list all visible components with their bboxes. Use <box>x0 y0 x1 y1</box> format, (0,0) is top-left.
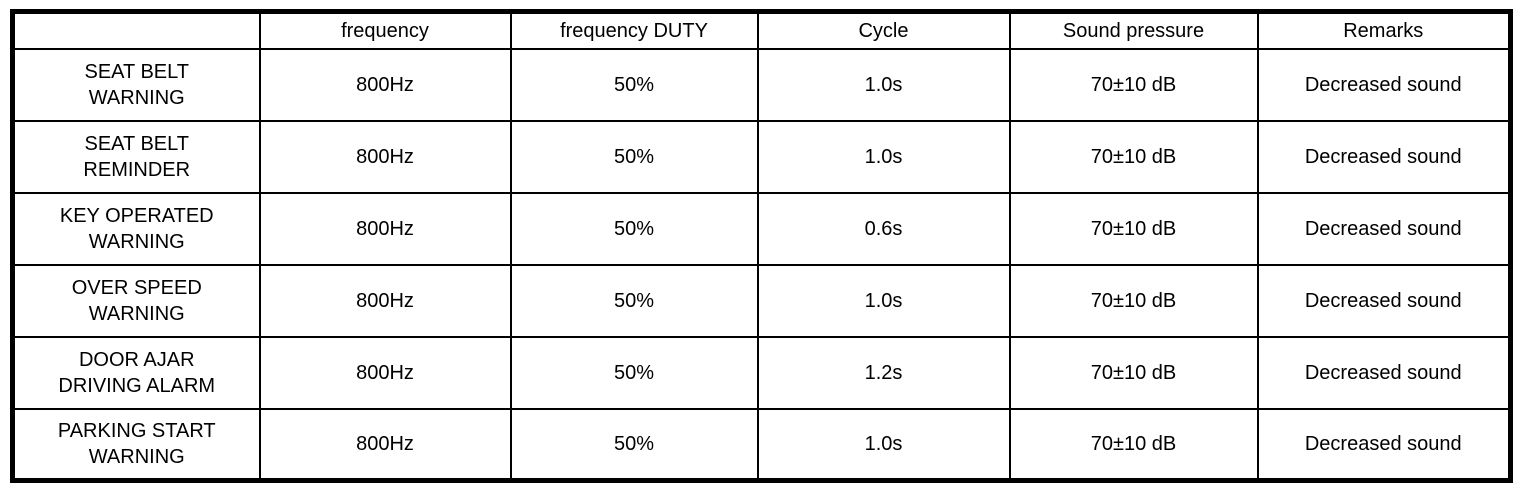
cell-cycle: 1.0s <box>756 119 1011 194</box>
table-row: KEY OPERATED WARNING 800Hz 50% 0.6s 70±1… <box>11 191 1512 266</box>
row-label: SEAT BELT REMINDER <box>11 119 261 194</box>
cell-sound-pressure: 70±10 dB <box>1008 119 1259 194</box>
cell-sound-pressure: 70±10 dB <box>1008 263 1259 338</box>
header-cell-frequency-duty: frequency DUTY <box>509 10 759 50</box>
cell-frequency-duty: 50% <box>509 263 759 338</box>
header-row: frequency frequency DUTY Cycle Sound pre… <box>11 10 1512 50</box>
cell-frequency: 800Hz <box>258 119 512 194</box>
warning-buzzer-spec-table: frequency frequency DUTY Cycle Sound pre… <box>10 9 1513 483</box>
row-label: SEAT BELT WARNING <box>11 47 261 122</box>
cell-sound-pressure: 70±10 dB <box>1008 47 1259 122</box>
cell-frequency: 800Hz <box>258 263 512 338</box>
header-cell-blank <box>11 10 261 50</box>
table-row: PARKING START WARNING 800Hz 50% 1.0s 70±… <box>11 407 1512 482</box>
header-cell-cycle: Cycle <box>756 10 1011 50</box>
cell-sound-pressure: 70±10 dB <box>1008 335 1259 410</box>
row-label: DOOR AJAR DRIVING ALARM <box>11 335 261 410</box>
row-label: PARKING START WARNING <box>11 407 261 482</box>
cell-frequency: 800Hz <box>258 47 512 122</box>
cell-frequency-duty: 50% <box>509 335 759 410</box>
cell-remarks: Decreased sound <box>1256 335 1512 410</box>
table-row: SEAT BELT REMINDER 800Hz 50% 1.0s 70±10 … <box>11 119 1512 194</box>
cell-frequency-duty: 50% <box>509 119 759 194</box>
cell-remarks: Decreased sound <box>1256 407 1512 482</box>
cell-frequency: 800Hz <box>258 191 512 266</box>
cell-frequency: 800Hz <box>258 407 512 482</box>
cell-cycle: 1.2s <box>756 335 1011 410</box>
row-label: KEY OPERATED WARNING <box>11 191 261 266</box>
cell-remarks: Decreased sound <box>1256 191 1512 266</box>
cell-remarks: Decreased sound <box>1256 47 1512 122</box>
cell-sound-pressure: 70±10 dB <box>1008 191 1259 266</box>
header-cell-frequency: frequency <box>258 10 512 50</box>
cell-cycle: 1.0s <box>756 263 1011 338</box>
table-row: OVER SPEED WARNING 800Hz 50% 1.0s 70±10 … <box>11 263 1512 338</box>
cell-sound-pressure: 70±10 dB <box>1008 407 1259 482</box>
cell-frequency-duty: 50% <box>509 407 759 482</box>
cell-cycle: 0.6s <box>756 191 1011 266</box>
cell-frequency-duty: 50% <box>509 47 759 122</box>
row-label: OVER SPEED WARNING <box>11 263 261 338</box>
table-row: DOOR AJAR DRIVING ALARM 800Hz 50% 1.2s 7… <box>11 335 1512 410</box>
cell-remarks: Decreased sound <box>1256 263 1512 338</box>
cell-cycle: 1.0s <box>756 47 1011 122</box>
cell-frequency-duty: 50% <box>509 191 759 266</box>
header-cell-sound-pressure: Sound pressure <box>1008 10 1259 50</box>
cell-cycle: 1.0s <box>756 407 1011 482</box>
header-cell-remarks: Remarks <box>1256 10 1512 50</box>
table-row: SEAT BELT WARNING 800Hz 50% 1.0s 70±10 d… <box>11 47 1512 122</box>
cell-frequency: 800Hz <box>258 335 512 410</box>
cell-remarks: Decreased sound <box>1256 119 1512 194</box>
